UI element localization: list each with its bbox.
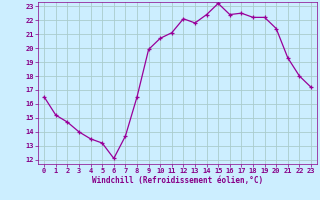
- X-axis label: Windchill (Refroidissement éolien,°C): Windchill (Refroidissement éolien,°C): [92, 176, 263, 185]
